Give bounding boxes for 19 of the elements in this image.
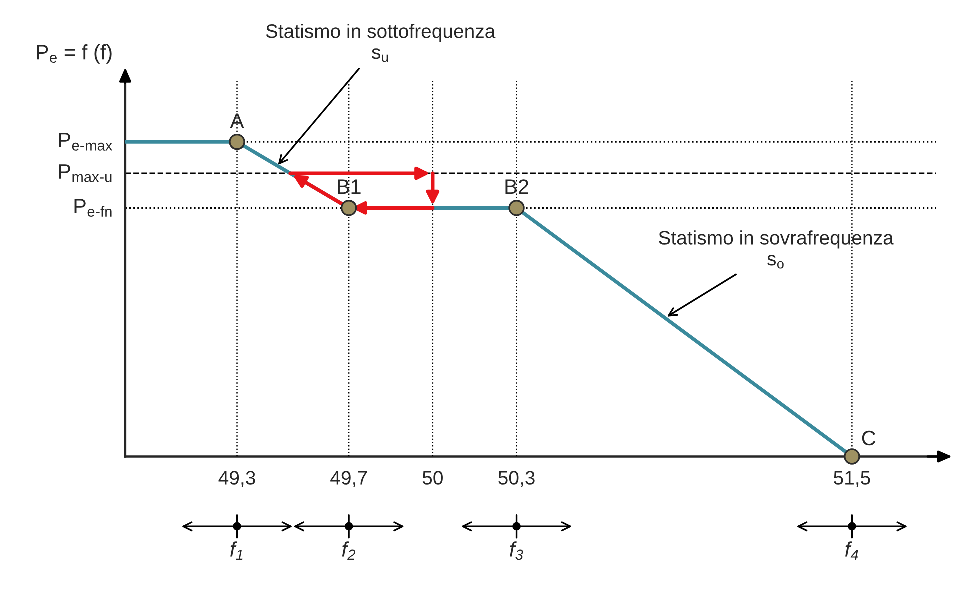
text: f$_{4}$ [846, 542, 858, 560]
y-axis-title: P$_{e}$ = f (f) [37, 44, 112, 64]
ref-line-label: P$_{e-fn}$ [74, 199, 112, 217]
annotation: Statismo in sovrafrequenza s$_{o}$ [659, 230, 894, 269]
annotation: B2 [506, 180, 528, 194]
annotation: Statismo in sottofrequenza s$_{u}$ [266, 24, 496, 62]
annotation: A [230, 114, 244, 128]
ref-line-label: P$_{e-max}$ [59, 133, 113, 151]
ref-line-label: P$_{max-u}$ [59, 164, 112, 182]
text: f$_{2}$ [342, 542, 356, 560]
x-tick-label: 50,3 [498, 471, 535, 488]
x-tick-label: 49,7 [330, 471, 368, 488]
x-tick-label: 51,5 [834, 471, 870, 488]
annotation: B1 [338, 180, 361, 194]
x-tick-label: 49,3 [218, 471, 256, 488]
annotation: C [862, 430, 876, 446]
x-tick-label: 50 [422, 471, 443, 485]
text: f$_{3}$ [510, 542, 524, 560]
text: f$_{1}$ [230, 542, 243, 560]
